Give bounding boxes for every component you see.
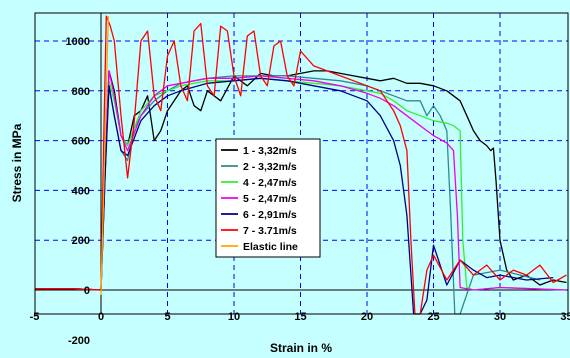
legend-label: 7 - 3.71m/s	[243, 225, 297, 237]
legend-label: Elastic line	[243, 241, 298, 253]
series-line-5	[35, 77, 554, 315]
plot-border	[34, 12, 569, 315]
x-axis-title: Strain in %	[270, 341, 332, 355]
y-tick-label: 600	[72, 136, 90, 148]
series-line-6	[35, 15, 567, 315]
legend: 1 - 3,32m/s 2 - 3,32m/s 4 - 2,47m/s 5 - 2,4…	[215, 138, 321, 258]
legend-label: 5 - 2,47m/s	[243, 193, 297, 205]
y-tick-label: 200	[72, 235, 90, 247]
legend-label: 1 - 3,32m/s	[243, 145, 297, 157]
x-tick-label: 10	[228, 311, 240, 323]
legend-label: 2 - 3,32m/s	[243, 161, 297, 173]
y-tick-label: 800	[72, 86, 90, 98]
x-tick-label: 35	[560, 311, 570, 323]
x-tick-label: 30	[494, 311, 506, 323]
series-line-7	[100, 16, 109, 296]
series-layer	[35, 15, 567, 315]
x-tick-label: 0	[98, 311, 104, 323]
y-tick-label: 1000	[66, 36, 90, 48]
y-tick-labels: -200 0 200 400 600 800 1000	[66, 36, 90, 347]
y-tick-label: 0	[84, 285, 90, 297]
x-tick-labels: -5 0 5 10 15 20 25 30 35	[30, 311, 570, 323]
x-tick-label: 20	[361, 311, 373, 323]
x-tick-label: 25	[427, 311, 439, 323]
y-axis-title: Stress in MPa	[10, 123, 24, 202]
legend-label: 6 - 2,91m/s	[243, 209, 297, 221]
x-tick-label: 15	[294, 311, 306, 323]
series-line-3	[35, 77, 567, 291]
series-line-4	[35, 70, 567, 291]
y-tick-label: 400	[72, 185, 90, 197]
legend-label: 4 - 2,47m/s	[243, 177, 297, 189]
grid	[35, 13, 568, 314]
y-tick-label: -200	[68, 335, 90, 347]
x-tick-label: 5	[164, 311, 170, 323]
x-tick-label: -5	[30, 311, 40, 323]
series-line-1	[35, 70, 567, 291]
